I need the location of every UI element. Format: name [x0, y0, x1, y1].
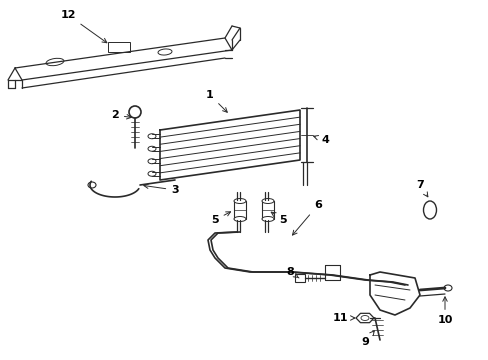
Bar	[294, 274, 305, 282]
Text: 5: 5	[271, 212, 286, 225]
Ellipse shape	[234, 216, 245, 221]
Text: 2: 2	[111, 110, 131, 120]
Text: 10: 10	[436, 297, 452, 325]
Text: 4: 4	[313, 135, 328, 145]
Ellipse shape	[234, 198, 245, 203]
Text: 6: 6	[292, 200, 321, 235]
Ellipse shape	[262, 216, 273, 221]
Ellipse shape	[129, 106, 141, 118]
Ellipse shape	[148, 134, 156, 139]
Bar	[108, 42, 130, 52]
Text: 5: 5	[211, 212, 230, 225]
Text: 11: 11	[331, 313, 354, 323]
Text: 1: 1	[206, 90, 227, 112]
Ellipse shape	[148, 146, 156, 151]
Ellipse shape	[46, 58, 64, 66]
Text: 8: 8	[285, 267, 298, 278]
Ellipse shape	[158, 49, 172, 55]
Ellipse shape	[360, 315, 368, 320]
Ellipse shape	[443, 285, 451, 291]
Bar	[262, 201, 273, 219]
Text: 3: 3	[143, 184, 179, 195]
Ellipse shape	[148, 171, 156, 176]
Ellipse shape	[423, 201, 436, 219]
Bar	[234, 201, 245, 219]
Ellipse shape	[148, 159, 156, 164]
Text: 7: 7	[415, 180, 427, 197]
Ellipse shape	[262, 198, 273, 203]
Text: 12: 12	[60, 10, 107, 43]
Ellipse shape	[88, 182, 96, 188]
Text: 9: 9	[360, 331, 373, 347]
